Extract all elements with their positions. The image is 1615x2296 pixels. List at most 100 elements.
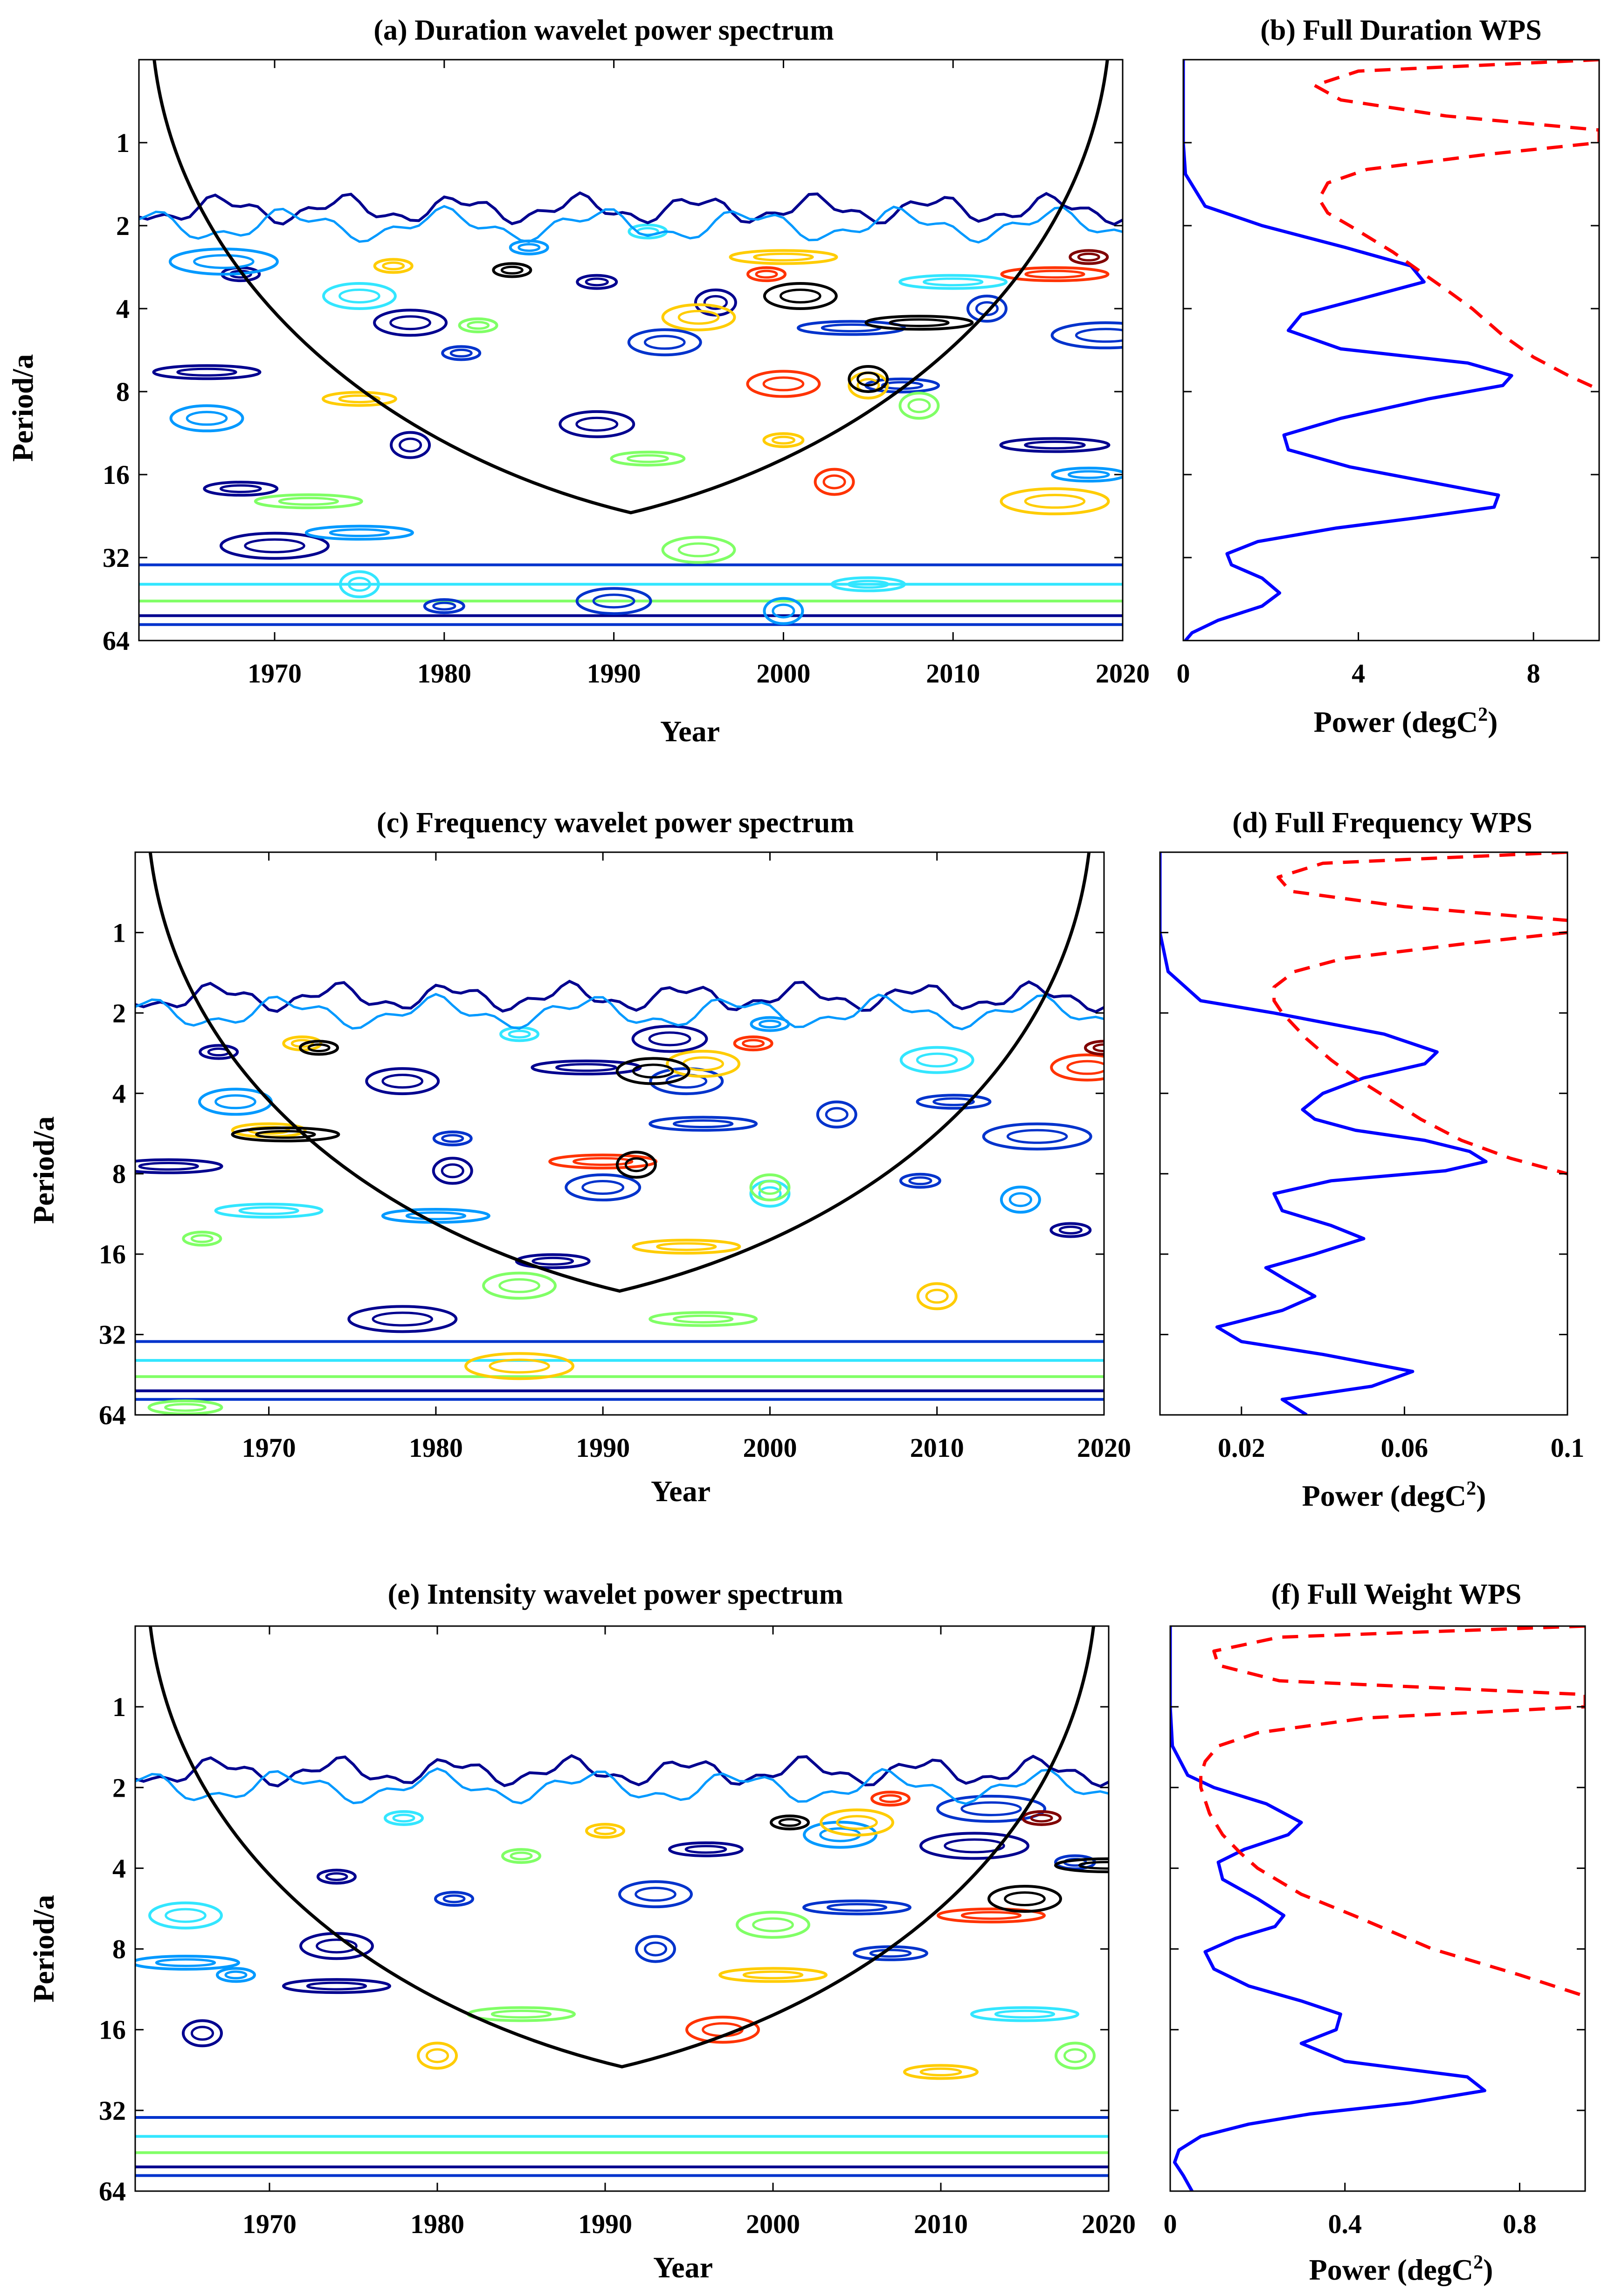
contour-line bbox=[321, 391, 397, 407]
contour-line bbox=[304, 524, 414, 541]
contour-line-inner bbox=[907, 398, 931, 414]
contour-line bbox=[999, 437, 1111, 453]
panel-c-ytick-label: 1 bbox=[112, 917, 126, 948]
contour-line bbox=[668, 1841, 744, 1857]
contour-line bbox=[467, 2006, 576, 2022]
panel-e-ytick-label: 1 bbox=[112, 1692, 126, 1722]
contour-line-inner bbox=[753, 252, 814, 262]
panel-b-xtick-label: 0 bbox=[1177, 658, 1190, 689]
contour-line bbox=[347, 1305, 458, 1333]
contour-line bbox=[770, 1814, 810, 1831]
contour-line bbox=[441, 345, 482, 361]
contour-line-inner bbox=[441, 1163, 464, 1179]
contour-line bbox=[661, 536, 736, 564]
contour-line-inner bbox=[825, 1107, 849, 1122]
contour-line-inner bbox=[405, 1211, 467, 1220]
panel-a-ytick-label: 16 bbox=[103, 460, 130, 490]
contour-line-inner bbox=[778, 1818, 801, 1827]
contour-line-inner bbox=[238, 1206, 299, 1215]
panel-c-plot-area: 1 2 4 8 16 32 64 1970 1980 1990 2000 2010 2020 bbox=[99, 851, 1131, 1463]
panel-b-title: (b) Full Duration WPS bbox=[1260, 14, 1541, 46]
panel-a-contours bbox=[139, 60, 1123, 626]
contour-line bbox=[1021, 1810, 1062, 1826]
contour-line bbox=[733, 1035, 773, 1052]
contour-envelope bbox=[139, 191, 1123, 226]
panel-e-ytick-label: 2 bbox=[112, 1772, 126, 1803]
contour-line bbox=[898, 392, 940, 420]
contour-line-inner bbox=[635, 1887, 676, 1902]
contour-line bbox=[565, 1173, 642, 1202]
contour-line-inner bbox=[500, 265, 524, 275]
contour-line bbox=[820, 1808, 894, 1837]
contour-line-inner bbox=[684, 1845, 727, 1854]
contour-line bbox=[816, 1100, 857, 1129]
contour-line-inner bbox=[856, 371, 880, 386]
contour-line-inner bbox=[758, 1020, 781, 1029]
contour-line bbox=[373, 309, 448, 337]
panel-e-xtick-label: 1970 bbox=[242, 2209, 297, 2239]
contour-line-inner bbox=[624, 1157, 648, 1172]
contour-line-inner bbox=[643, 1941, 668, 1957]
contour-line bbox=[384, 1810, 424, 1826]
contour-line-inner bbox=[193, 254, 255, 269]
contour-line bbox=[417, 2041, 458, 2070]
panel-f-frame bbox=[1169, 1625, 1586, 2192]
contour-line bbox=[746, 370, 821, 398]
contour-line-inner bbox=[916, 1052, 958, 1068]
panel-c-ylabel: Period/a bbox=[27, 1116, 60, 1224]
panel-f-xlabel: Power (degC2) bbox=[1309, 2252, 1493, 2286]
contour-line bbox=[898, 274, 1008, 290]
contour-line bbox=[736, 1910, 810, 1939]
contour-line bbox=[559, 410, 635, 438]
panel-e-title: (e) Intensity wavelet power spectrum bbox=[388, 1579, 843, 1610]
contour-line-inner bbox=[442, 1894, 466, 1903]
contour-line-inner bbox=[925, 1289, 949, 1304]
panel-a-ylabel: Period/a bbox=[6, 354, 39, 462]
contour-line bbox=[632, 1239, 741, 1255]
contour-line bbox=[763, 597, 804, 625]
contour-line-inner bbox=[190, 2026, 214, 2041]
contour-line bbox=[649, 1311, 758, 1327]
contour-line bbox=[936, 1794, 1046, 1823]
contour-line-inner bbox=[575, 416, 619, 432]
panel-a-ytick-label: 8 bbox=[116, 377, 130, 407]
contour-line-inner bbox=[771, 435, 796, 445]
contour-line bbox=[916, 1094, 992, 1110]
panel-e-ytick-label: 64 bbox=[99, 2176, 126, 2206]
panel-f-xtick-label: 0.8 bbox=[1503, 2209, 1537, 2239]
contour-line bbox=[661, 303, 736, 331]
contour-line-inner bbox=[1063, 2048, 1087, 2063]
contour-envelope bbox=[135, 979, 1104, 1014]
panel-d-series bbox=[1160, 852, 1567, 1415]
panel-c-ytick-label: 8 bbox=[112, 1159, 126, 1189]
panel-b-xlabel: Power (degC2) bbox=[1314, 704, 1498, 738]
contour-line-inner bbox=[847, 579, 890, 589]
contour-line-inner bbox=[316, 1938, 358, 1954]
panel-a-xtick-label: 1980 bbox=[417, 658, 471, 689]
contour-line bbox=[182, 1230, 222, 1247]
contour-line bbox=[501, 1848, 541, 1864]
contour-line-inner bbox=[592, 593, 635, 609]
contour-line bbox=[1000, 1186, 1041, 1214]
panel-e-xtick-label: 2000 bbox=[746, 2209, 800, 2239]
power-spectrum-line bbox=[1160, 852, 1488, 1415]
contour-line bbox=[148, 1901, 223, 1930]
significance-line bbox=[1272, 852, 1567, 1176]
contour-line-inner bbox=[555, 1063, 617, 1072]
contour-line bbox=[299, 1040, 339, 1056]
contour-line bbox=[1000, 266, 1110, 283]
contour-line-inner bbox=[1030, 1813, 1053, 1823]
panel-e-contours bbox=[135, 1626, 1109, 2177]
contour-line bbox=[966, 295, 1008, 323]
contour-line-inner bbox=[1075, 328, 1123, 343]
contour-line-inner bbox=[975, 301, 999, 316]
contour-line bbox=[432, 1130, 473, 1146]
contour-line-inner bbox=[290, 1039, 314, 1048]
panel-c-xtick-label: 1980 bbox=[409, 1433, 463, 1463]
contour-line-inner bbox=[1078, 1861, 1109, 1870]
panel-e-ytick-label: 4 bbox=[112, 1853, 126, 1883]
contour-line bbox=[830, 576, 906, 593]
panel-a-plot-area: 1 2 4 8 16 32 64 1970 1980 1990 2000 2010 2020 bbox=[103, 59, 1150, 689]
contour-line bbox=[203, 481, 279, 497]
panel-e-intensity-wps: (e) Intensity wavelet power spectrum 1 2 4… bbox=[27, 1579, 1136, 2284]
